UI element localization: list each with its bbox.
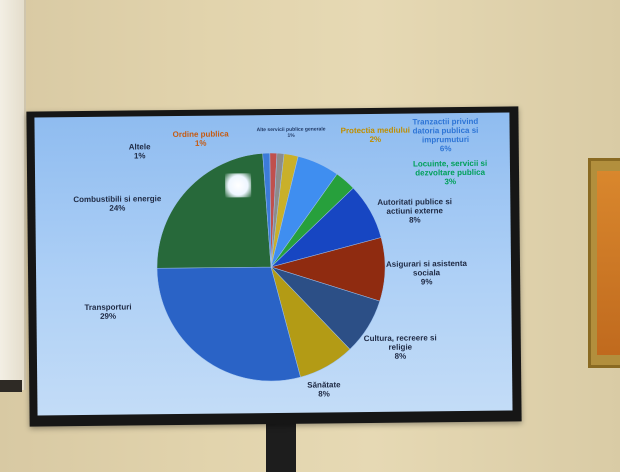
label-cultura: Cultura, recreere si religie 8% — [363, 333, 437, 361]
tv-screen: Altele 1% Ordine publica 1% Alte servicii … — [34, 112, 513, 416]
label-protectia-mediului: Protectia mediului 2% — [340, 125, 410, 144]
pie-chart — [156, 152, 386, 382]
picture-frame — [588, 158, 620, 368]
label-alte-servicii: Alte servicii publice generale 1% — [256, 126, 326, 139]
label-sanatate: Sănătate 8% — [307, 380, 341, 399]
label-locuinte: Locuinte, servicii si dezvoltare publica 3… — [412, 158, 488, 187]
pie-slice-transporturi — [156, 266, 301, 382]
label-autoritati: Autoritati publice si actiuni externe 8% — [377, 197, 453, 225]
picture-canvas — [597, 171, 620, 355]
pie-slice-altele — [262, 152, 272, 268]
label-ordine-publica: Ordine publica 1% — [172, 129, 229, 148]
label-asigurari: Asigurari si asistenta sociala 9% — [385, 258, 467, 287]
label-transporturi: Transporturi 29% — [84, 302, 132, 321]
wall-ledge — [0, 380, 22, 392]
pie-slice-combustibili-si-energie — [156, 153, 272, 269]
wall-panel — [0, 0, 26, 390]
tv-monitor: Altele 1% Ordine publica 1% Alte servicii … — [26, 106, 522, 427]
screen-glare — [225, 173, 252, 198]
label-combustibili: Combustibili si energie 24% — [73, 194, 162, 213]
label-altele: Altele 1% — [128, 142, 151, 161]
label-tranzactii: Tranzactii privind datoria publica si impr… — [412, 116, 479, 154]
